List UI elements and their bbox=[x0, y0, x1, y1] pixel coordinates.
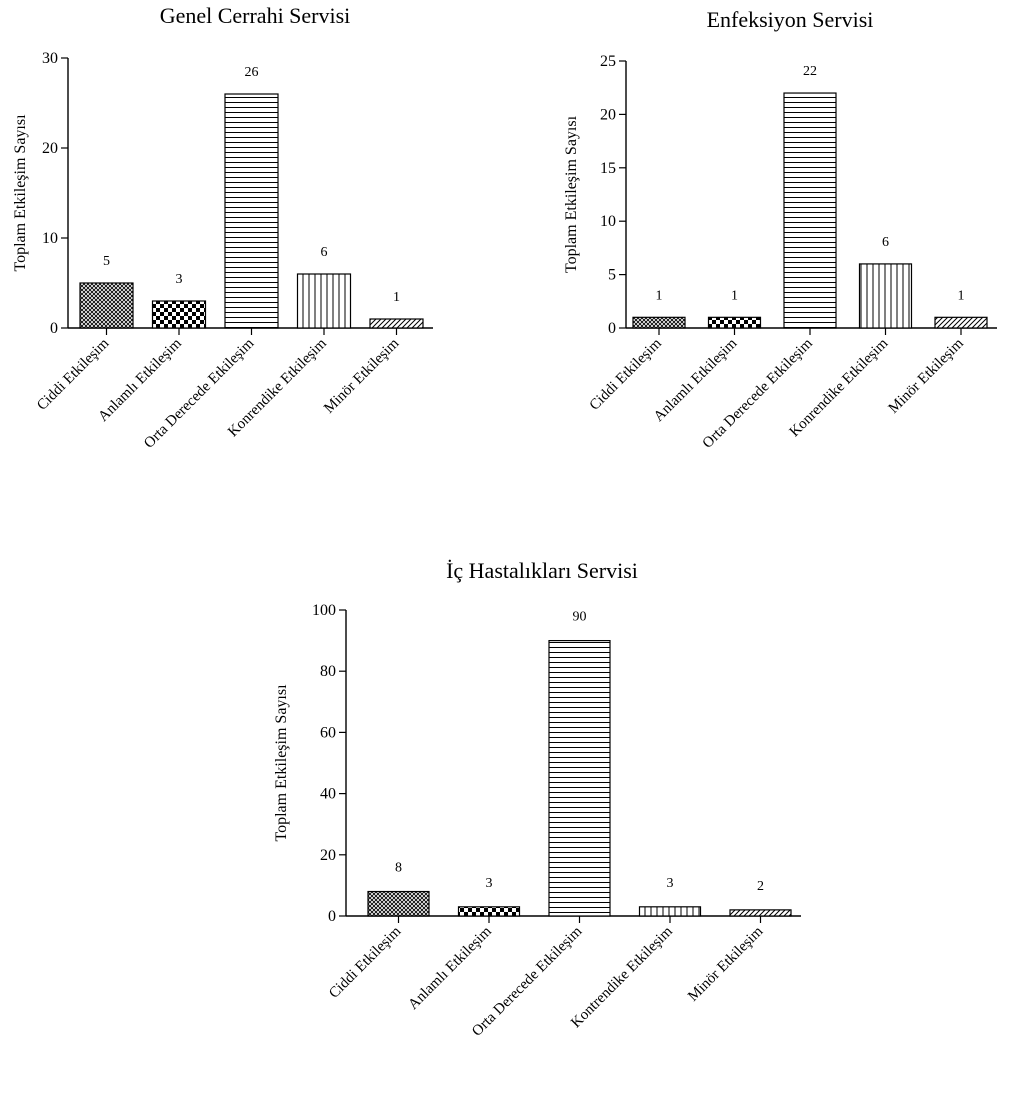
data-label-minor: 1 bbox=[393, 290, 400, 305]
y-tick-label: 5 bbox=[608, 267, 616, 284]
data-label-ciddi: 1 bbox=[656, 288, 663, 303]
y-tick-label: 20 bbox=[320, 847, 336, 864]
x-category-label: Anlamlı Etkileşim bbox=[405, 923, 495, 1013]
data-label-orta-derecede: 90 bbox=[573, 610, 587, 625]
x-category-label: Minör Etkileşim bbox=[321, 335, 402, 416]
y-tick-label: 0 bbox=[50, 320, 58, 337]
chart-title: Enfeksiyon Servisi bbox=[707, 7, 874, 32]
bar-minor bbox=[369, 318, 424, 329]
y-axis-title: Toplam Etkileşim Sayısı bbox=[563, 115, 580, 273]
y-axis-title: Toplam Etkileşim Sayısı bbox=[273, 684, 290, 842]
data-label-orta-derecede: 26 bbox=[245, 65, 259, 80]
x-category-label: Kontrendike Etkileşim bbox=[568, 923, 676, 1031]
bar-ciddi bbox=[632, 316, 686, 329]
data-label-anlamli: 3 bbox=[176, 272, 183, 287]
data-label-orta-derecede: 22 bbox=[803, 64, 817, 79]
y-tick-label: 0 bbox=[608, 320, 616, 337]
chart-ic-hastaliklari: İç Hastalıkları Servisi Toplam Etkileşim … bbox=[273, 558, 801, 1040]
x-category-label: Minör Etkileşim bbox=[886, 335, 967, 416]
x-category-label: Ciddi Etkileşim bbox=[326, 923, 404, 1001]
chart-enfeksiyon: Enfeksiyon Servisi Toplam Etkileşim Sayıs… bbox=[563, 7, 997, 452]
y-tick-label: 20 bbox=[42, 140, 58, 157]
x-category-label: Anlamlı Etkileşim bbox=[651, 335, 741, 425]
bar-orta-derecede bbox=[783, 92, 837, 329]
chart-title: İç Hastalıkları Servisi bbox=[446, 558, 638, 583]
data-label-minor: 2 bbox=[757, 879, 764, 894]
bar-kontrendike bbox=[638, 906, 702, 917]
y-tick-label: 0 bbox=[328, 908, 336, 925]
y-tick-label: 80 bbox=[320, 663, 336, 680]
y-tick-label: 10 bbox=[600, 213, 616, 230]
y-tick-label: 10 bbox=[42, 230, 58, 247]
y-tick-label: 15 bbox=[600, 160, 616, 177]
data-label-anlamli: 3 bbox=[486, 876, 493, 891]
x-category-label: Ciddi Etkileşim bbox=[587, 335, 665, 413]
y-tick-label: 40 bbox=[320, 786, 336, 803]
chart-title: Genel Cerrahi Servisi bbox=[160, 3, 351, 28]
bar-ciddi bbox=[79, 282, 134, 329]
data-label-kontrendike: 6 bbox=[882, 235, 889, 250]
chart-genel-cerrahi: Genel Cerrahi Servisi Toplam Etkileşim Sa… bbox=[12, 3, 433, 452]
data-label-kontrendike: 6 bbox=[321, 245, 328, 260]
y-tick-label: 60 bbox=[320, 724, 336, 741]
bar-orta-derecede bbox=[224, 93, 279, 329]
y-axis-title: Toplam Etkileşim Sayısı bbox=[12, 114, 29, 272]
bar-ciddi bbox=[367, 890, 430, 917]
y-tick-label: 20 bbox=[600, 106, 616, 123]
data-label-ciddi: 5 bbox=[103, 254, 110, 269]
x-category-label: Minör Etkileşim bbox=[685, 923, 766, 1004]
bar-anlamli bbox=[707, 316, 762, 329]
bar-minor bbox=[729, 909, 792, 917]
data-label-kontrendike: 3 bbox=[667, 876, 674, 891]
bar-anlamli bbox=[151, 300, 207, 329]
data-label-ciddi: 8 bbox=[395, 861, 402, 876]
y-tick-label: 25 bbox=[600, 53, 616, 70]
bar-anlamli bbox=[457, 906, 521, 917]
y-tick-label: 30 bbox=[42, 50, 58, 67]
y-tick-label: 100 bbox=[312, 602, 336, 619]
x-category-label: Ciddi Etkileşim bbox=[34, 335, 112, 413]
data-label-minor: 1 bbox=[958, 288, 965, 303]
bar-kontrendike bbox=[858, 263, 913, 329]
bar-kontrendike bbox=[296, 273, 352, 329]
bar-minor bbox=[934, 316, 988, 329]
data-label-anlamli: 1 bbox=[731, 288, 738, 303]
bar-orta-derecede bbox=[548, 639, 611, 917]
